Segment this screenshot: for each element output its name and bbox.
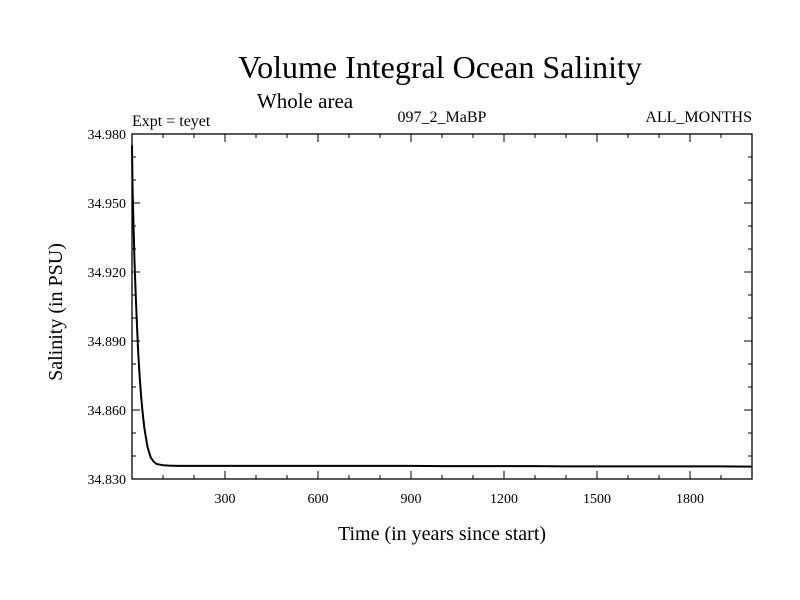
salinity-series-line (131, 145, 753, 468)
axis-ticks (132, 133, 752, 480)
run-id-label: 097_2_MaBP (398, 109, 487, 126)
x-tick-label: 300 (215, 492, 236, 507)
experiment-label: Expt = teyet (132, 113, 211, 130)
chart-title: Volume Integral Ocean Salinity (238, 49, 642, 85)
y-tick-label: 34.860 (88, 404, 127, 419)
x-tick-label: 900 (401, 492, 422, 507)
y-tick-label: 34.980 (88, 128, 127, 143)
x-tick-label: 600 (308, 492, 329, 507)
y-tick-label: 34.830 (88, 473, 127, 488)
y-tick-label: 34.890 (88, 335, 127, 350)
y-axis-label: Salinity (in PSU) (45, 243, 67, 381)
x-axis-label: Time (in years since start) (338, 523, 546, 545)
chart-subtitle: Whole area (257, 89, 354, 113)
x-tick-label: 1500 (583, 492, 611, 507)
y-tick-label: 34.950 (88, 197, 127, 212)
y-tick-label: 34.920 (88, 266, 127, 281)
x-tick-labels: 300 600 900 1200 1500 1800 (215, 492, 705, 507)
plot-area-frame (131, 133, 753, 480)
period-label: ALL_MONTHS (645, 109, 752, 126)
y-tick-labels: 34.830 34.860 34.890 34.920 34.950 34.980 (88, 128, 127, 488)
x-tick-label: 1800 (676, 492, 704, 507)
x-tick-label: 1200 (490, 492, 518, 507)
